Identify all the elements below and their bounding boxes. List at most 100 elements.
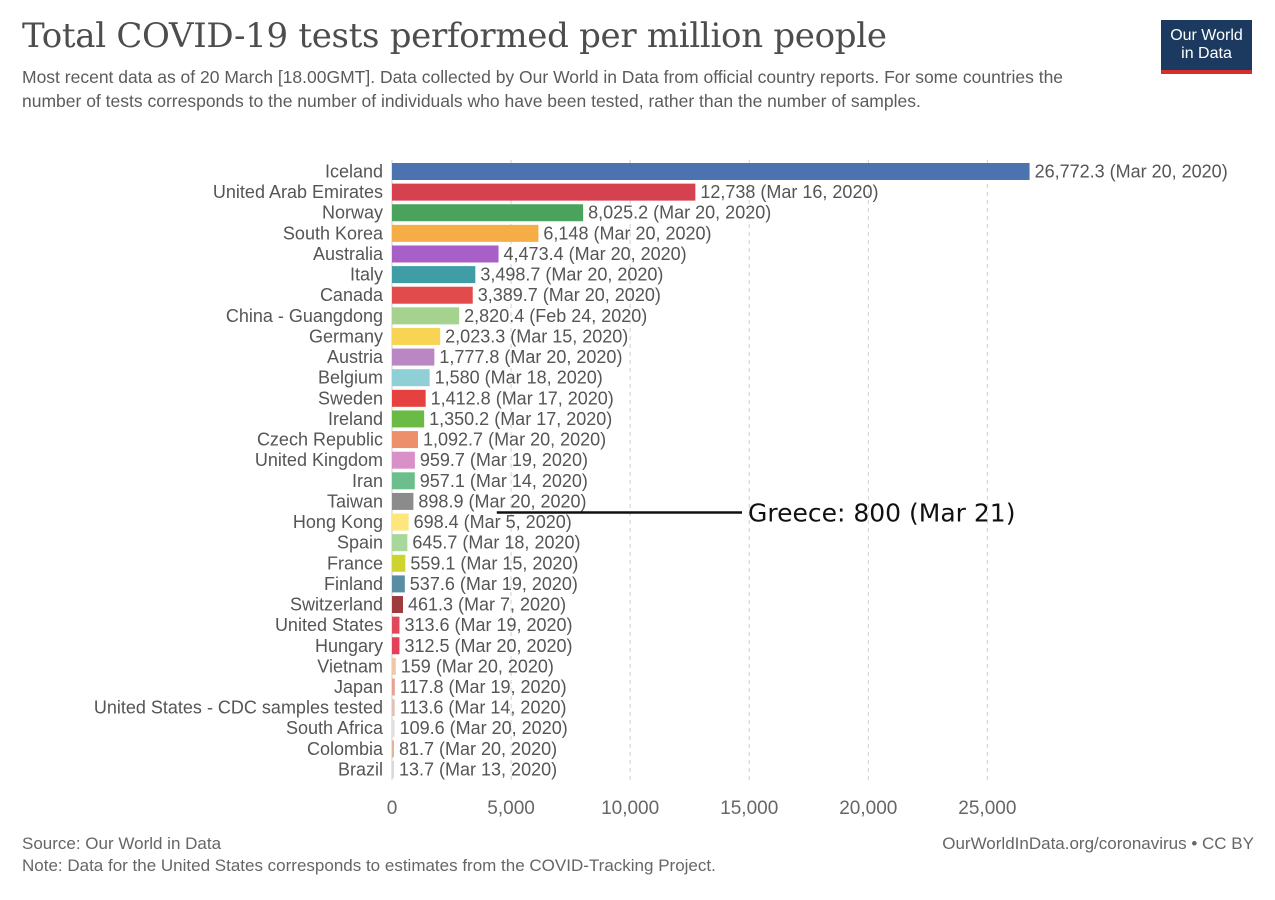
value-label: 2,820.4 (Feb 24, 2020): [464, 306, 647, 326]
bar: [392, 451, 415, 469]
category-label: South Africa: [286, 718, 384, 738]
value-label: 1,580 (Mar 18, 2020): [435, 368, 603, 388]
category-label: South Korea: [283, 223, 384, 243]
category-label: United Arab Emirates: [213, 182, 383, 202]
bar: [392, 699, 395, 717]
bar: [392, 534, 408, 552]
owid-logo[interactable]: Our World in Data: [1161, 20, 1252, 74]
value-label: 698.4 (Mar 5, 2020): [414, 512, 572, 532]
bar: [392, 266, 476, 284]
bar: [392, 245, 499, 263]
bar: [392, 472, 415, 490]
category-label: Colombia: [307, 739, 384, 759]
chart-subtitle: Most recent data as of 20 March [18.00GM…: [22, 67, 1064, 111]
value-label: 1,412.8 (Mar 17, 2020): [431, 388, 614, 408]
x-tick-label: 10,000: [601, 798, 659, 819]
bar: [392, 616, 400, 634]
value-label: 312.5 (Mar 20, 2020): [404, 636, 572, 656]
value-label: 113.6 (Mar 14, 2020): [400, 698, 567, 718]
category-label: Sweden: [318, 388, 383, 408]
value-label: 12,738 (Mar 16, 2020): [700, 182, 878, 202]
credit-link[interactable]: OurWorldInData.org/coronavirus • CC BY: [942, 834, 1254, 853]
bar: [392, 327, 441, 345]
category-label: Germany: [309, 326, 383, 346]
bar: [392, 369, 430, 387]
value-label: 898.9 (Mar 20, 2020): [418, 491, 586, 511]
value-label: 8,025.2 (Mar 20, 2020): [588, 203, 771, 223]
bar: [392, 286, 473, 304]
logo-line-1: Our World: [1170, 27, 1243, 44]
bar: [392, 740, 394, 758]
x-tick-label: 5,000: [487, 798, 535, 819]
bar: [392, 678, 395, 696]
value-label: 109.6 (Mar 20, 2020): [400, 718, 568, 738]
bar: [392, 183, 696, 201]
logo-line-2: in Data: [1181, 45, 1232, 62]
bar: [392, 657, 396, 675]
bar: [392, 760, 394, 778]
source-note: Source: Our World in Data: [22, 834, 222, 853]
category-label: Japan: [334, 677, 383, 697]
category-label: Ireland: [328, 409, 383, 429]
bar: [392, 554, 406, 572]
bar: [392, 431, 419, 449]
category-label: United Kingdom: [255, 450, 383, 470]
category-label: Australia: [313, 244, 384, 264]
x-tick-label: 0: [387, 798, 398, 819]
category-label: United States - CDC samples tested: [94, 698, 383, 718]
value-label: 537.6 (Mar 19, 2020): [410, 574, 578, 594]
value-label: 1,350.2 (Mar 17, 2020): [429, 409, 612, 429]
bar: [392, 307, 460, 325]
category-label: Iran: [352, 471, 383, 491]
bar: [392, 513, 409, 531]
category-label: France: [327, 553, 383, 573]
value-label: 645.7 (Mar 18, 2020): [412, 533, 580, 553]
category-label: Italy: [350, 265, 383, 285]
value-label: 26,772.3 (Mar 20, 2020): [1035, 162, 1228, 182]
category-label: Iceland: [325, 162, 383, 182]
x-tick-label: 15,000: [720, 798, 778, 819]
value-label: 313.6 (Mar 19, 2020): [404, 615, 572, 635]
category-label: Taiwan: [327, 491, 383, 511]
value-label: 2,023.3 (Mar 15, 2020): [445, 326, 628, 346]
value-label: 117.8 (Mar 19, 2020): [400, 677, 567, 697]
category-label: Hungary: [315, 636, 383, 656]
bar: [392, 348, 435, 366]
category-label: Norway: [322, 203, 383, 223]
category-label: Brazil: [338, 759, 383, 779]
data-note: Note: Data for the United States corresp…: [22, 856, 716, 875]
value-label: 159 (Mar 20, 2020): [401, 656, 554, 676]
bar: [392, 204, 584, 222]
bar: [392, 389, 426, 407]
value-label: 13.7 (Mar 13, 2020): [399, 759, 557, 779]
greece-annotation: Greece: 800 (Mar 21): [748, 499, 1015, 528]
value-label: 1,777.8 (Mar 20, 2020): [439, 347, 622, 367]
value-label: 1,092.7 (Mar 20, 2020): [423, 430, 606, 450]
value-label: 6,148 (Mar 20, 2020): [543, 223, 711, 243]
value-label: 4,473.4 (Mar 20, 2020): [504, 244, 687, 264]
category-label: Finland: [324, 574, 383, 594]
category-label: Belgium: [318, 368, 383, 388]
bar: [392, 163, 1030, 180]
bar: [392, 637, 400, 655]
bar-chart: 0 5,000 10,000 15,000 20,000 25,000 Iceland 26,…: [94, 160, 1228, 819]
value-label: 81.7 (Mar 20, 2020): [399, 739, 557, 759]
category-label: Switzerland: [290, 595, 383, 615]
bar: [392, 492, 414, 510]
bar: [392, 719, 395, 737]
category-label: Vietnam: [317, 656, 383, 676]
value-label: 957.1 (Mar 14, 2020): [420, 471, 588, 491]
bar: [392, 596, 403, 614]
category-label: Spain: [337, 533, 383, 553]
bar: [392, 224, 539, 242]
value-label: 3,498.7 (Mar 20, 2020): [480, 265, 663, 285]
category-label: Czech Republic: [257, 430, 383, 450]
chart-title: Total COVID-19 tests performed per milli…: [22, 16, 887, 56]
category-label: Hong Kong: [293, 512, 383, 532]
x-tick-label: 20,000: [839, 798, 897, 819]
category-label: Austria: [327, 347, 384, 367]
value-label: 559.1 (Mar 15, 2020): [410, 553, 578, 573]
value-label: 461.3 (Mar 7, 2020): [408, 595, 566, 615]
x-tick-label: 25,000: [958, 798, 1016, 819]
category-label: China - Guangdong: [226, 306, 383, 326]
